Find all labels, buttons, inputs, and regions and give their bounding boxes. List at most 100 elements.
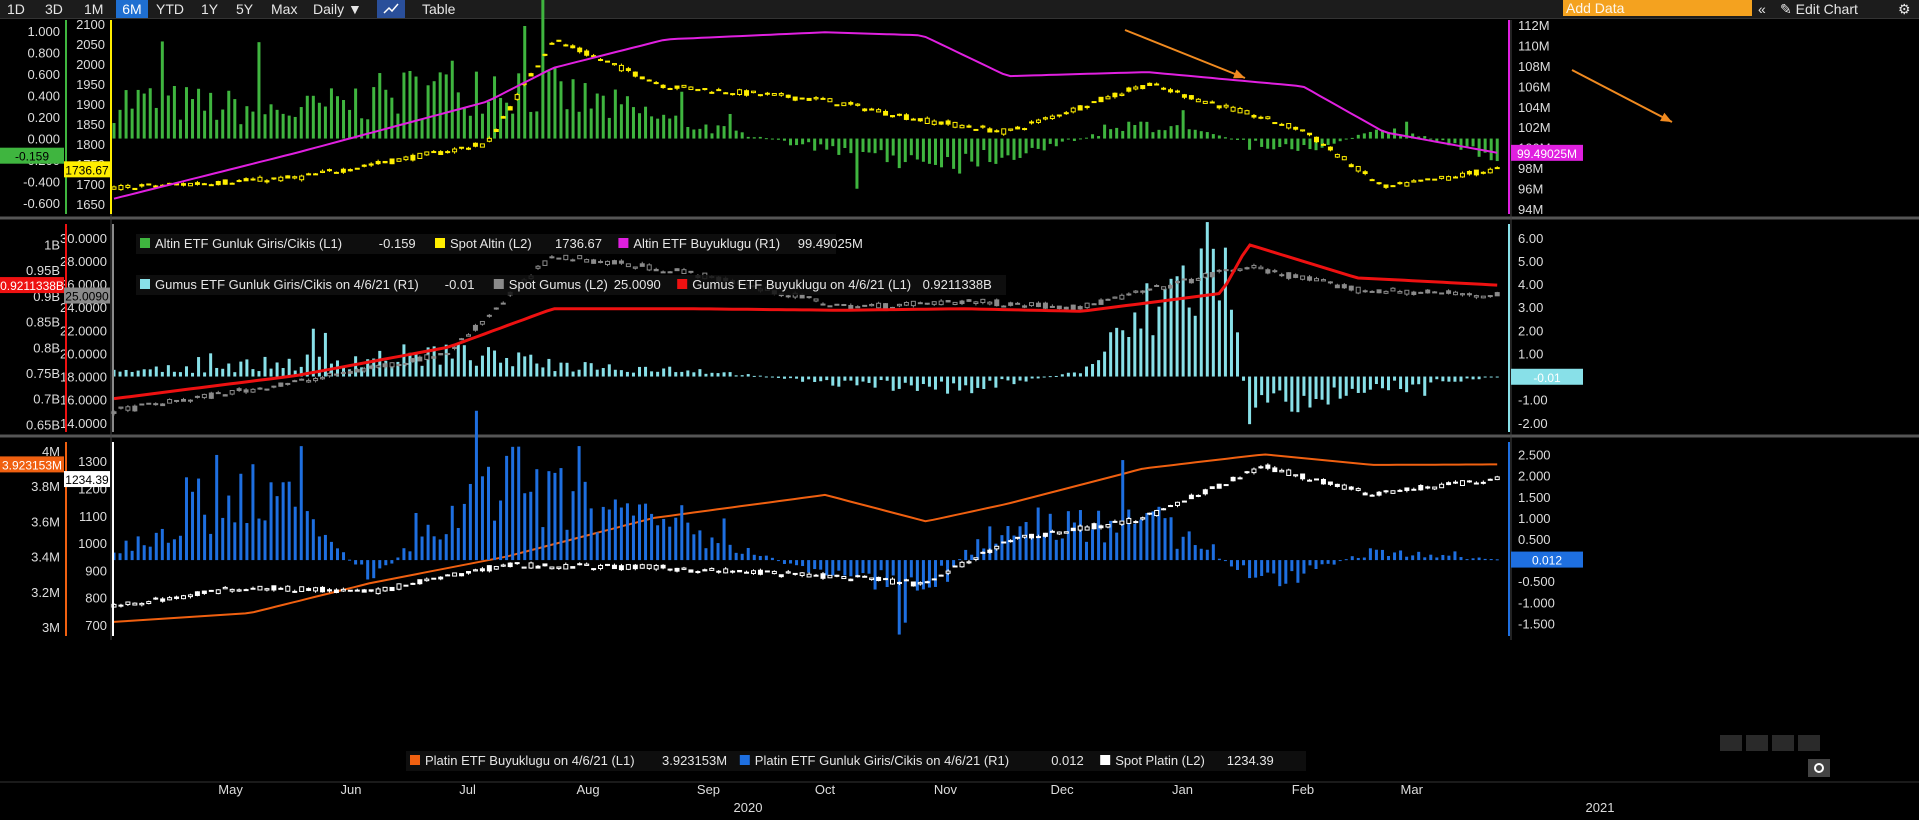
bar-mark: [154, 366, 158, 377]
candle-mark: [549, 256, 555, 259]
candle-mark: [855, 103, 861, 106]
range-1m-button[interactable]: 1M: [84, 1, 104, 17]
candle-mark: [1105, 96, 1111, 100]
candle-mark: [646, 79, 652, 82]
bar-mark: [692, 372, 696, 377]
candle-mark: [806, 296, 812, 299]
gear-icon[interactable]: ⚙: [1898, 1, 1911, 17]
candle-mark: [410, 582, 416, 585]
bar-mark: [420, 118, 424, 139]
bar-mark: [1066, 372, 1070, 377]
bar-mark: [1290, 138, 1294, 150]
bar-mark: [1362, 133, 1366, 139]
bar-mark: [692, 534, 696, 561]
bar-mark: [1405, 121, 1409, 139]
candle-mark: [785, 571, 791, 574]
candle-mark: [139, 403, 145, 406]
double-chevron-left-icon[interactable]: «: [1758, 1, 1766, 17]
bar-mark: [970, 554, 974, 561]
bar-mark: [692, 129, 696, 139]
table-button[interactable]: Table: [422, 1, 456, 17]
bar-mark: [1054, 375, 1058, 377]
bar-mark: [1495, 138, 1499, 162]
bar-mark: [740, 553, 744, 561]
candle-mark: [222, 394, 228, 397]
candle-mark: [1466, 293, 1472, 296]
zoom-icon[interactable]: [1798, 735, 1820, 751]
range-max-button[interactable]: Max: [271, 1, 298, 17]
candle-mark: [465, 147, 471, 150]
bar-mark: [1272, 376, 1276, 394]
bar-mark: [414, 76, 418, 139]
legend-label: Spot Gumus (L2): [509, 277, 608, 292]
candle-mark: [987, 128, 993, 133]
bar-mark: [577, 369, 581, 377]
legend-swatch: [493, 279, 504, 289]
left-axis-tick: 1B: [44, 238, 60, 253]
candle-mark: [639, 564, 645, 569]
bar-mark: [335, 548, 339, 561]
bar-mark: [390, 97, 394, 139]
candle-mark: [570, 259, 576, 262]
grid-icon[interactable]: [1772, 735, 1794, 751]
left2-axis-tick: 700: [85, 618, 107, 633]
range-1d-button[interactable]: 1D: [7, 1, 25, 17]
candle-mark: [903, 114, 909, 120]
candle-mark: [410, 358, 416, 363]
candle-mark: [243, 178, 249, 182]
bar-mark: [1109, 520, 1113, 561]
range-ytd-button[interactable]: YTD: [156, 1, 184, 17]
bar-mark: [1054, 539, 1058, 561]
bar-mark: [1320, 560, 1324, 565]
bar-mark: [329, 541, 333, 561]
line-chart-icon[interactable]: [377, 0, 405, 18]
range-3d-button[interactable]: 3D: [45, 1, 63, 17]
bar-mark: [1066, 511, 1070, 561]
bar-mark: [426, 524, 430, 561]
bar-mark: [776, 138, 780, 140]
right-axis-tick: 98M: [1518, 161, 1543, 176]
bar-mark: [1344, 138, 1348, 140]
bar-mark: [1006, 138, 1010, 156]
bar-mark: [1024, 138, 1028, 154]
bar-mark: [1465, 559, 1469, 561]
range-5y-button[interactable]: 5Y: [236, 1, 254, 17]
bar-mark: [1338, 560, 1342, 562]
bar-mark: [1302, 376, 1306, 396]
bar-mark: [776, 376, 780, 378]
edit-chart-button[interactable]: ✎ Edit Chart: [1776, 0, 1862, 18]
candle-mark: [1362, 492, 1368, 496]
right-axis-tick: 2.000: [1518, 469, 1551, 484]
chart-toolbar: 1D 3D 1M 6M YTD 1Y 5Y Max Daily ▼ Table …: [0, 0, 1919, 19]
crosshair-icon[interactable]: [1720, 735, 1742, 751]
bar-mark: [710, 537, 714, 561]
left2-axis-flag-bg: [64, 471, 110, 488]
candle-mark: [264, 588, 270, 591]
candle-mark: [709, 567, 715, 571]
bar-mark: [940, 376, 944, 382]
bar-mark: [1483, 558, 1487, 561]
candle-mark: [792, 96, 798, 101]
candle-mark: [264, 180, 270, 183]
bar-mark: [245, 106, 249, 139]
candle-mark: [507, 106, 513, 111]
range-1y-button[interactable]: 1Y: [201, 1, 219, 17]
candle-mark: [1126, 518, 1132, 524]
reset-zoom-button[interactable]: [1808, 759, 1830, 777]
bar-mark: [1380, 376, 1384, 389]
candle-mark: [514, 562, 520, 565]
draw-line-icon[interactable]: [1746, 735, 1768, 751]
candle-mark: [479, 568, 485, 572]
bar-mark: [976, 138, 980, 167]
add-data-input[interactable]: [1563, 0, 1752, 16]
bar-mark: [698, 128, 702, 139]
bar-mark: [933, 560, 937, 587]
frequency-dropdown[interactable]: Daily ▼: [309, 0, 366, 18]
bar-mark: [444, 74, 448, 139]
candle-mark: [1049, 530, 1055, 533]
range-6m-button[interactable]: 6M: [116, 0, 148, 18]
candle-mark: [389, 158, 395, 165]
panel-platinum: [111, 410, 1500, 635]
bar-mark: [1145, 513, 1149, 561]
bar-mark: [897, 138, 901, 169]
